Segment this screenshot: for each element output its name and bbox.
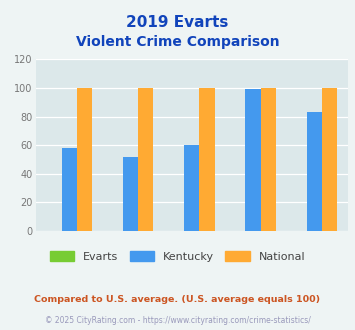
Text: © 2025 CityRating.com - https://www.cityrating.com/crime-statistics/: © 2025 CityRating.com - https://www.city… [45,315,310,325]
Bar [61,148,77,231]
Bar [307,112,322,231]
Text: 2019 Evarts: 2019 Evarts [126,15,229,30]
Bar [77,88,92,231]
Bar [123,157,138,231]
Bar [200,88,215,231]
Bar [245,89,261,231]
Bar [184,145,200,231]
Bar [322,88,337,231]
Bar [138,88,153,231]
Legend: Evarts, Kentucky, National: Evarts, Kentucky, National [45,247,310,267]
Bar [261,88,276,231]
Text: Compared to U.S. average. (U.S. average equals 100): Compared to U.S. average. (U.S. average … [34,295,321,304]
Text: Violent Crime Comparison: Violent Crime Comparison [76,35,279,49]
